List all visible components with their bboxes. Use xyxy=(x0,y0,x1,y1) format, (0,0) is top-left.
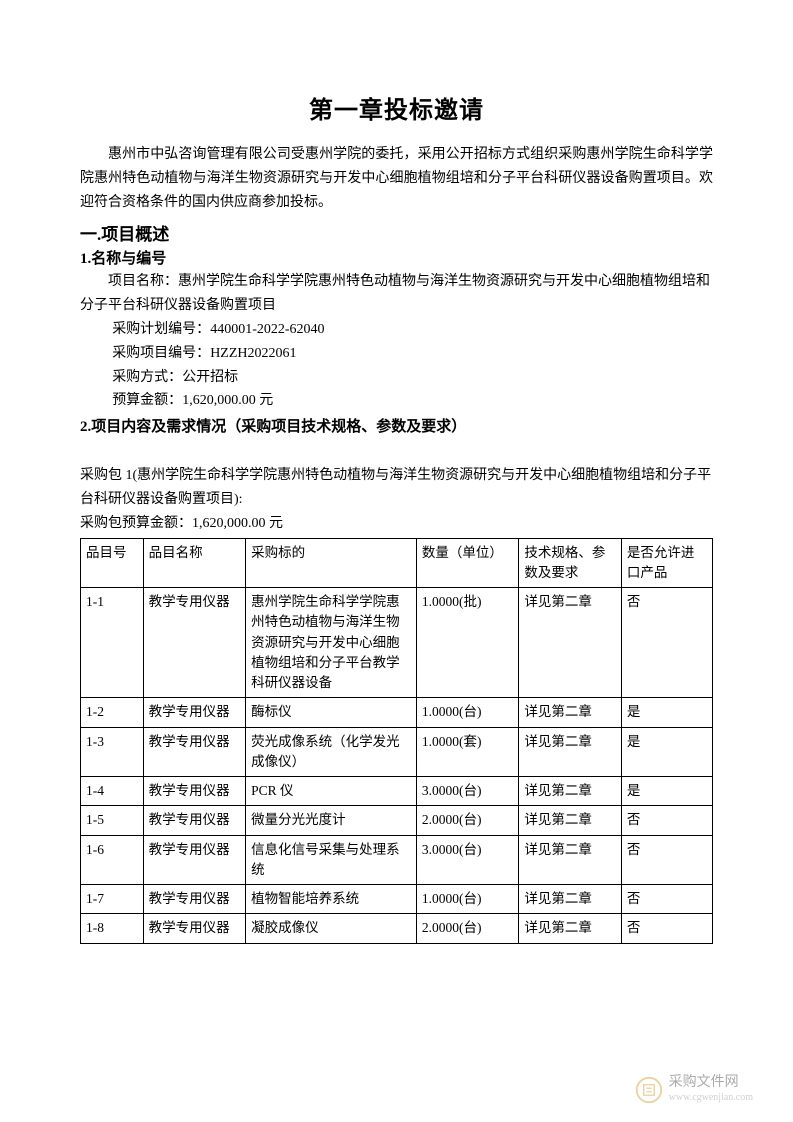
table-cell: 是 xyxy=(621,777,712,806)
table-row: 1-4教学专用仪器PCR 仪3.0000(台)详见第二章是 xyxy=(81,777,713,806)
table-cell: 教学专用仪器 xyxy=(143,698,245,727)
table-cell: 详见第二章 xyxy=(519,777,621,806)
table-header-row: 品目号 品目名称 采购标的 数量（单位） 技术规格、参数及要求 是否允许进口产品 xyxy=(81,538,713,588)
table-row: 1-3教学专用仪器荧光成像系统（化学发光成像仪）1.0000(套)详见第二章是 xyxy=(81,727,713,777)
table-cell: 1-2 xyxy=(81,698,144,727)
watermark-sub: www.cgwenjian.com xyxy=(669,1092,753,1104)
section1-heading: 一.项目概述 xyxy=(80,220,713,245)
th-subject: 采购标的 xyxy=(246,538,417,588)
table-cell: 详见第二章 xyxy=(519,806,621,835)
table-cell: 详见第二章 xyxy=(519,914,621,943)
project-name-label: 项目名称： xyxy=(108,274,178,289)
table-cell: 1-7 xyxy=(81,885,144,914)
table-cell: 1-5 xyxy=(81,806,144,835)
table-cell: 教学专用仪器 xyxy=(143,806,245,835)
table-cell: 荧光成像系统（化学发光成像仪） xyxy=(246,727,417,777)
budget-label: 预算金额： xyxy=(112,393,182,408)
table-cell: 1.0000(套) xyxy=(416,727,518,777)
table-cell: 微量分光光度计 xyxy=(246,806,417,835)
intro-paragraph: 惠州市中弘咨询管理有限公司受惠州学院的委托，采用公开招标方式组织采购惠州学院生命… xyxy=(80,143,713,214)
table-row: 1-7教学专用仪器植物智能培养系统1.0000(台)详见第二章否 xyxy=(81,885,713,914)
budget-line: 预算金额：1,620,000.00 元 xyxy=(112,389,713,413)
table-cell: 否 xyxy=(621,835,712,885)
table-cell: 1-1 xyxy=(81,588,144,698)
table-row: 1-5教学专用仪器微量分光光度计2.0000(台)详见第二章否 xyxy=(81,806,713,835)
table-cell: 详见第二章 xyxy=(519,727,621,777)
table-cell: 酶标仪 xyxy=(246,698,417,727)
watermark-icon xyxy=(635,1076,663,1104)
th-quantity: 数量（单位） xyxy=(416,538,518,588)
watermark: 采购文件网 www.cgwenjian.com xyxy=(635,1075,753,1104)
items-table: 品目号 品目名称 采购标的 数量（单位） 技术规格、参数及要求 是否允许进口产品… xyxy=(80,538,713,944)
table-cell: 3.0000(台) xyxy=(416,835,518,885)
table-cell: 2.0000(台) xyxy=(416,914,518,943)
table-cell: 教学专用仪器 xyxy=(143,835,245,885)
table-cell: 详见第二章 xyxy=(519,835,621,885)
sub2-heading: 2.项目内容及需求情况（采购项目技术规格、参数及要求） xyxy=(80,415,713,436)
table-cell: 教学专用仪器 xyxy=(143,885,245,914)
table-cell: 详见第二章 xyxy=(519,885,621,914)
table-cell: 是 xyxy=(621,698,712,727)
table-cell: 植物智能培养系统 xyxy=(246,885,417,914)
table-cell: 1-4 xyxy=(81,777,144,806)
table-cell: 1-8 xyxy=(81,914,144,943)
table-cell: 详见第二章 xyxy=(519,588,621,698)
table-cell: 1-3 xyxy=(81,727,144,777)
proj-no-label: 采购项目编号： xyxy=(112,346,210,361)
table-cell: PCR 仪 xyxy=(246,777,417,806)
table-cell: 教学专用仪器 xyxy=(143,588,245,698)
sub1-heading: 1.名称与编号 xyxy=(80,247,713,268)
table-row: 1-2教学专用仪器酶标仪1.0000(台)详见第二章是 xyxy=(81,698,713,727)
plan-no-line: 采购计划编号：440001-2022-62040 xyxy=(112,318,713,342)
proj-no-value: HZZH2022061 xyxy=(210,346,296,361)
th-item-name: 品目名称 xyxy=(143,538,245,588)
table-cell: 惠州学院生命科学学院惠州特色动植物与海洋生物资源研究与开发中心细胞植物组培和分子… xyxy=(246,588,417,698)
table-cell: 教学专用仪器 xyxy=(143,777,245,806)
proj-no-line: 采购项目编号：HZZH2022061 xyxy=(112,342,713,366)
table-row: 1-8教学专用仪器凝胶成像仪2.0000(台)详见第二章否 xyxy=(81,914,713,943)
table-cell: 1.0000(台) xyxy=(416,698,518,727)
table-cell: 教学专用仪器 xyxy=(143,727,245,777)
table-cell: 否 xyxy=(621,914,712,943)
table-cell: 1-6 xyxy=(81,835,144,885)
th-spec: 技术规格、参数及要求 xyxy=(519,538,621,588)
project-name-line: 项目名称：惠州学院生命科学学院惠州特色动植物与海洋生物资源研究与开发中心细胞植物… xyxy=(80,270,713,318)
table-cell: 详见第二章 xyxy=(519,698,621,727)
method-value: 公开招标 xyxy=(182,370,238,385)
table-cell: 教学专用仪器 xyxy=(143,914,245,943)
table-cell: 3.0000(台) xyxy=(416,777,518,806)
th-item-no: 品目号 xyxy=(81,538,144,588)
table-cell: 否 xyxy=(621,885,712,914)
method-line: 采购方式：公开招标 xyxy=(112,366,713,390)
package-budget-value: 1,620,000.00 元 xyxy=(192,516,283,531)
th-import: 是否允许进口产品 xyxy=(621,538,712,588)
table-row: 1-1教学专用仪器惠州学院生命科学学院惠州特色动植物与海洋生物资源研究与开发中心… xyxy=(81,588,713,698)
package-budget-label: 采购包预算金额： xyxy=(80,516,192,531)
table-cell: 信息化信号采集与处理系统 xyxy=(246,835,417,885)
page-title: 第一章投标邀请 xyxy=(80,90,713,125)
watermark-main: 采购文件网 xyxy=(669,1075,753,1092)
table-cell: 1.0000(批) xyxy=(416,588,518,698)
table-row: 1-6教学专用仪器信息化信号采集与处理系统3.0000(台)详见第二章否 xyxy=(81,835,713,885)
table-cell: 2.0000(台) xyxy=(416,806,518,835)
plan-no-label: 采购计划编号： xyxy=(112,322,210,337)
method-label: 采购方式： xyxy=(112,370,182,385)
table-cell: 1.0000(台) xyxy=(416,885,518,914)
package-title: 采购包 1(惠州学院生命科学学院惠州特色动植物与海洋生物资源研究与开发中心细胞植… xyxy=(80,464,713,512)
table-cell: 是 xyxy=(621,727,712,777)
plan-no-value: 440001-2022-62040 xyxy=(210,322,324,337)
package-budget-line: 采购包预算金额：1,620,000.00 元 xyxy=(80,512,713,536)
table-cell: 否 xyxy=(621,588,712,698)
watermark-text: 采购文件网 www.cgwenjian.com xyxy=(669,1075,753,1104)
table-cell: 凝胶成像仪 xyxy=(246,914,417,943)
budget-value: 1,620,000.00 元 xyxy=(182,393,273,408)
table-cell: 否 xyxy=(621,806,712,835)
